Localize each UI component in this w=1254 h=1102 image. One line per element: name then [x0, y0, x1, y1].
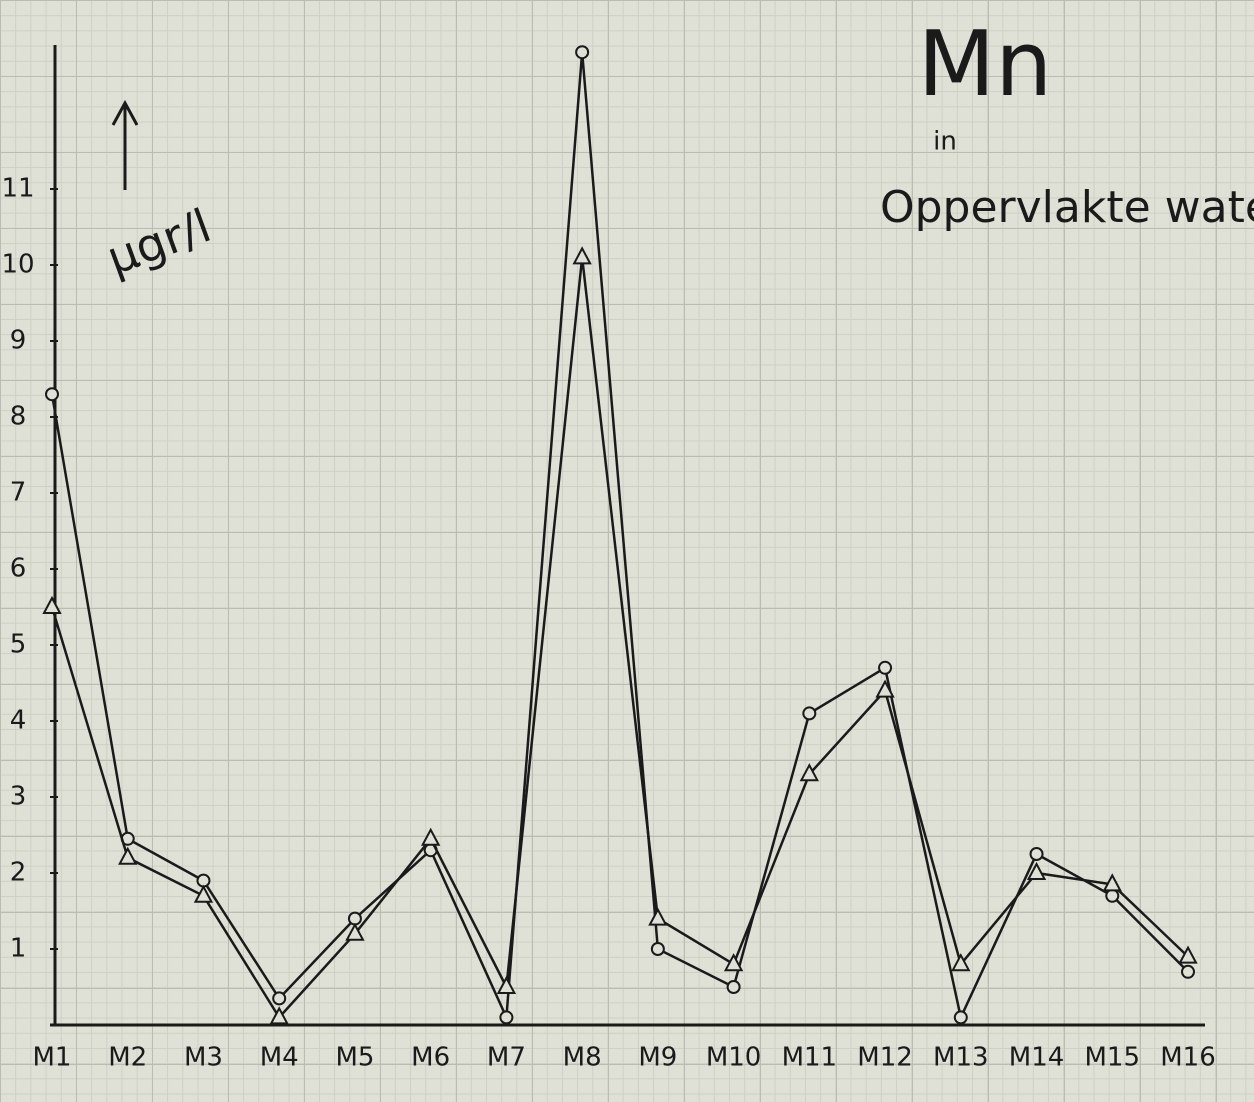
- y-tick-label: 9: [10, 326, 27, 356]
- x-tick-label: M13: [933, 1043, 989, 1073]
- series-line: [52, 257, 1188, 1017]
- y-tick-label: 4: [10, 706, 27, 736]
- x-tick-label: M4: [260, 1043, 299, 1073]
- y-tick-label: 11: [1, 174, 34, 204]
- circle-marker: [1031, 848, 1043, 860]
- y-tick-label: 3: [10, 782, 27, 812]
- x-tick-label: M14: [1009, 1043, 1065, 1073]
- circle-marker: [728, 981, 740, 993]
- circle-marker: [955, 1011, 967, 1023]
- annotation: Oppervlakte water: [880, 182, 1254, 233]
- chart: µgr/l Mn in Oppervlakte water 1 2 3 4 5 6 7 8 9 1…: [0, 0, 1254, 1102]
- y-tick-label: 1: [10, 934, 27, 964]
- y-axis-label: µgr/l: [100, 198, 218, 285]
- x-tick-label: M7: [487, 1043, 526, 1073]
- circle-marker: [1182, 966, 1194, 978]
- y-tick-label: 6: [10, 554, 27, 584]
- annotation: in: [933, 127, 957, 157]
- triangle-marker: [574, 248, 590, 263]
- x-tick-label: M16: [1160, 1043, 1216, 1073]
- x-tick-label: M11: [782, 1043, 838, 1073]
- circle-marker: [879, 662, 891, 674]
- triangle-marker: [120, 849, 136, 864]
- circle-marker: [46, 388, 58, 400]
- x-tick-label: M15: [1085, 1043, 1141, 1073]
- circle-marker: [1106, 890, 1118, 902]
- y-tick-label: 8: [10, 402, 27, 432]
- x-tick-label: M2: [108, 1043, 147, 1073]
- triangle-marker: [498, 978, 514, 993]
- chart-title: Mn: [918, 12, 1053, 117]
- x-tick-label: M5: [335, 1043, 374, 1073]
- x-tick-label: M3: [184, 1043, 223, 1073]
- y-tick-label: 7: [10, 478, 27, 508]
- x-tick-label: M12: [857, 1043, 913, 1073]
- circle-marker: [652, 943, 664, 955]
- y-tick-label: 2: [10, 858, 27, 888]
- page: {"chart_data": {"type": "line", "title":…: [0, 0, 1254, 1102]
- x-tick-label: M9: [638, 1043, 677, 1073]
- triangle-marker: [44, 598, 60, 613]
- circle-marker: [500, 1011, 512, 1023]
- x-tick-label: M8: [563, 1043, 602, 1073]
- circle-marker: [803, 707, 815, 719]
- triangle-marker: [423, 830, 439, 845]
- circle-marker: [576, 46, 588, 58]
- y-tick-label: 10: [1, 250, 34, 280]
- circle-marker: [273, 992, 285, 1004]
- x-tick-label: M6: [411, 1043, 450, 1073]
- x-tick-label: M1: [33, 1043, 72, 1073]
- x-tick-label: M10: [706, 1043, 762, 1073]
- triangle-marker: [650, 910, 666, 925]
- y-tick-label: 5: [10, 630, 27, 660]
